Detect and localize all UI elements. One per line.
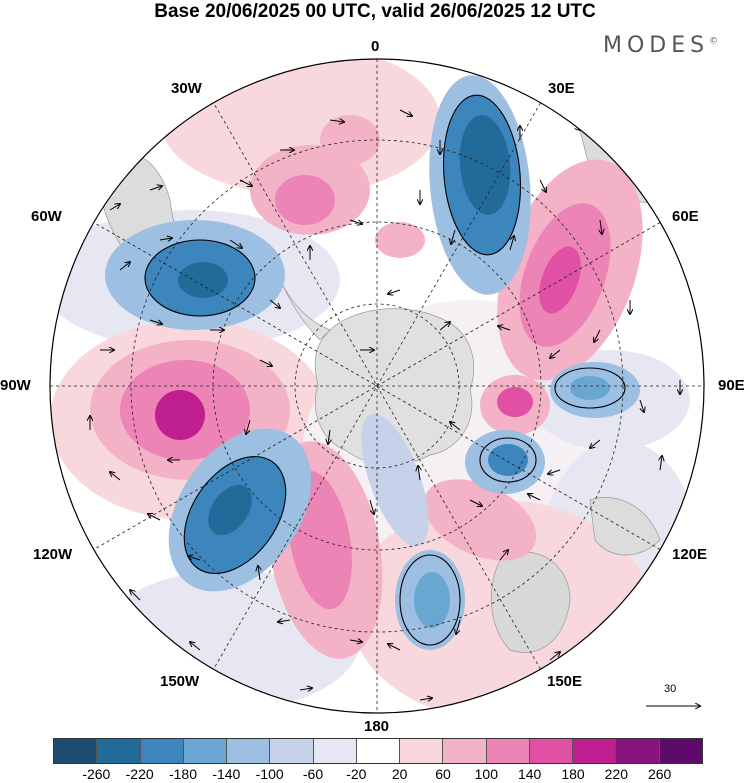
lon-label-150e: 150E [547,673,583,690]
lon-label-90e: 90E [718,377,745,394]
graticule [50,59,704,713]
lon-label-120w: 120W [33,546,73,563]
colorbar-segment [616,739,660,763]
modes-logo: MODES© [603,33,719,58]
colorbar-tick-label: 60 [435,766,451,782]
colorbar-ticks: -260 -220 -180 -140 -100 -60 -20 20 60 100 140 180 2… [0,766,750,783]
colorbar-segment [270,739,314,763]
colorbar-tick-label: 100 [474,766,499,782]
colorbar-tick-label: -220 [125,766,154,782]
lon-label-60w: 60W [31,208,62,225]
colorbar-tick-label: -20 [346,766,367,782]
colorbar-tick-label: 260 [647,766,672,782]
colorbar-segment [140,739,184,763]
colorbar-segment [573,739,617,763]
lon-label-150w: 150W [160,673,200,690]
colorbar-tick-label: -180 [168,766,198,782]
colorbar-segment [400,739,444,763]
colorbar-tick-label: -60 [302,766,324,782]
lon-label-180: 180 [364,718,390,735]
colorbar-segment [529,739,574,763]
colorbar-segment [183,739,228,763]
vector-reference-label: 30 [664,683,677,695]
colorbar-segment [313,739,357,763]
lon-label-120e: 120E [672,546,708,563]
colorbar-segment [97,739,141,763]
lon-label-90w: 90W [0,377,31,394]
colorbar-segment [486,739,530,763]
lon-label-30w: 30W [171,80,202,97]
colorbar [53,738,703,764]
colorbar-tick-label: -100 [255,766,284,782]
contour-lines [144,94,626,646]
map-title: Base 20/06/2025 00 UTC, valid 26/06/2025… [154,1,596,22]
colorbar-segment [443,739,487,763]
lon-label-0: 0 [371,38,380,55]
colorbar-segment [659,739,702,763]
colorbar-tick-label: 140 [517,766,542,782]
lon-label-60e: 60E [672,208,699,225]
colorbar-tick-label: 220 [604,766,629,782]
colorbar-tick-label: 20 [391,766,408,782]
colorbar-segment [227,739,271,763]
wind-vectors [90,109,680,700]
lon-label-30e: 30E [548,80,575,97]
polar-map [49,58,705,714]
colorbar-tick-label: -140 [212,766,241,782]
colorbar-tick-label: 180 [561,766,585,782]
colorbar-segment [356,739,401,763]
map-boundary [49,58,705,714]
colorbar-tick-label: -260 [82,766,111,782]
colorbar-segment [54,739,98,763]
